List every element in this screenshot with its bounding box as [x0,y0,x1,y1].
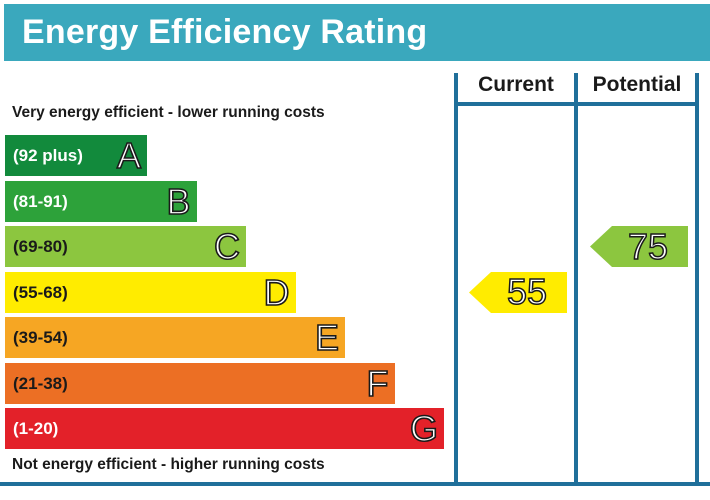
potential-column-header: Potential [592,73,682,96]
band-e: (39-54) E [5,317,345,358]
band-f: (21-38) F [5,362,395,404]
band-range-label: (21-38) [13,373,68,393]
band-range-label: (81-91) [13,191,68,211]
band-a: (92 plus) A [5,135,147,176]
band-letter: G [409,408,439,450]
current-column-header: Current [478,73,554,96]
current-rating-value: 55 [506,270,548,313]
band-c: (69-80) C [5,226,246,267]
band-range-label: (1-20) [13,419,59,438]
band-letter: C [213,226,241,268]
band-range-label: (92 plus) [13,146,83,165]
band-range-label: (55-68) [13,282,68,302]
band-range-label: (69-80) [13,237,68,256]
band-range-label: (39-54) [13,328,68,347]
page-title: Energy Efficiency Rating [22,13,428,51]
potential-arrow-shape [590,226,688,267]
inefficient-note: Not energy efficient - higher running co… [12,456,325,473]
current-arrow-shape [469,271,567,313]
band-letter: D [263,271,291,313]
band-letter: F [366,362,390,404]
current-rating-arrow: 55 [469,270,567,313]
efficient-note: Very energy efficient - lower running co… [12,104,325,121]
band-letter: A [116,135,142,177]
band-g: (1-20) G [5,408,444,449]
band-b: (81-91) B [5,180,197,222]
band-letter: B [166,180,192,222]
potential-rating-value: 75 [627,225,669,268]
header-bar: Energy Efficiency Rating [4,4,710,61]
potential-rating-arrow: 75 [590,225,688,268]
band-letter: E [314,317,340,359]
band-d: (55-68) D [5,271,296,313]
